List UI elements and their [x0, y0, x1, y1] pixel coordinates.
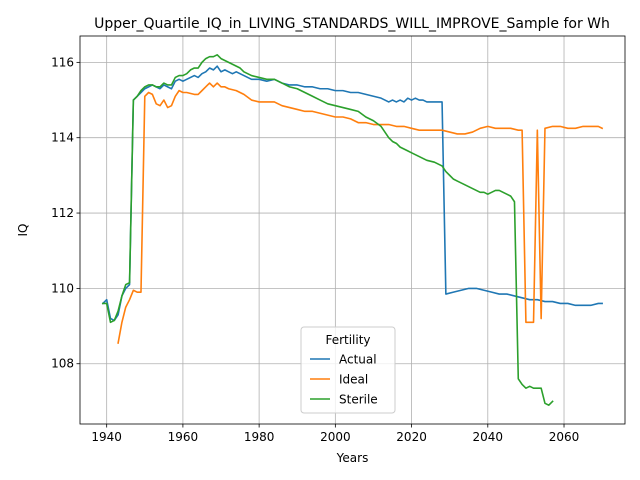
x-tick-label: 2020	[396, 430, 427, 444]
x-tick-label: 1960	[168, 430, 199, 444]
legend-label-actual: Actual	[339, 353, 377, 367]
legend-label-ideal: Ideal	[339, 373, 368, 387]
chart-title: Upper_Quartile_IQ_in_LIVING_STANDARDS_WI…	[94, 16, 610, 32]
legend: Fertility Actual Ideal Sterile	[301, 327, 395, 413]
y-axis-label: IQ	[16, 224, 30, 237]
x-tick-label: 2040	[473, 430, 504, 444]
x-axis-label: Years	[336, 451, 369, 465]
x-tick-label: 2000	[320, 430, 351, 444]
y-tick-label: 116	[51, 55, 74, 69]
y-tick-label: 108	[51, 357, 74, 371]
y-tick-label: 110	[51, 281, 74, 295]
legend-title: Fertility	[325, 333, 370, 347]
legend-label-sterile: Sterile	[339, 393, 378, 407]
x-tick-label: 1980	[244, 430, 275, 444]
y-tick-label: 114	[51, 131, 74, 145]
x-tick-label: 2060	[549, 430, 580, 444]
x-tick-label: 1940	[91, 430, 122, 444]
y-tick-label: 112	[51, 206, 74, 220]
